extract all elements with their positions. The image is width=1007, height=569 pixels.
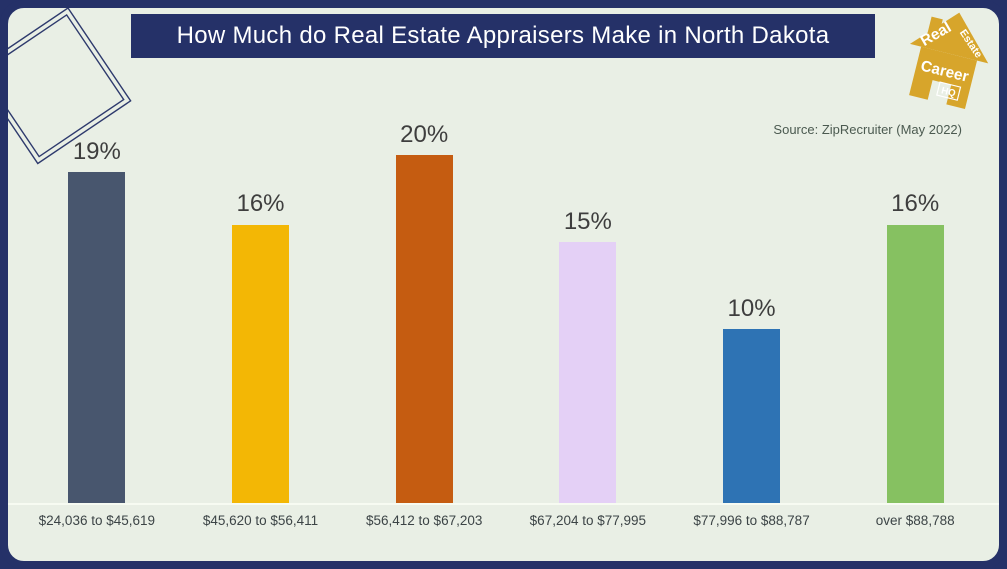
value-label: 20% bbox=[400, 120, 449, 148]
bar-column: 16% bbox=[833, 68, 997, 503]
category-label: $45,620 to $56,411 bbox=[202, 513, 319, 528]
category-label: $24,036 to $45,619 bbox=[38, 513, 156, 528]
bar-24036-45619 bbox=[68, 172, 126, 503]
category-label: over $88,788 bbox=[875, 513, 955, 528]
logo-word-hq: HQ bbox=[940, 85, 957, 99]
value-label: 16% bbox=[236, 190, 285, 218]
real-estate-career-hq-logo: Real Estate Career HQ bbox=[909, 12, 989, 110]
bar-column: 10% bbox=[670, 68, 834, 503]
bar-column: 20% bbox=[342, 68, 506, 503]
bar-column: 15% bbox=[506, 68, 670, 503]
x-axis-line bbox=[8, 503, 999, 505]
bar-over-88788 bbox=[886, 224, 944, 503]
bar-45620-56411 bbox=[232, 224, 289, 503]
value-label: 10% bbox=[727, 294, 776, 322]
house-icon bbox=[909, 12, 989, 110]
value-label: 15% bbox=[563, 207, 612, 235]
bar-column: 19% bbox=[15, 68, 179, 503]
source-note: Source: ZipRecruiter (May 2022) bbox=[773, 122, 962, 137]
category-label: $67,204 to $77,995 bbox=[529, 513, 647, 528]
category-label: $77,996 to $88,787 bbox=[693, 513, 810, 528]
bar-56412-67203 bbox=[395, 155, 453, 503]
value-label: 16% bbox=[891, 190, 940, 218]
value-label: 19% bbox=[72, 138, 121, 166]
page-title: How Much do Real Estate Appraisers Make … bbox=[131, 14, 875, 58]
bar-77996-88787 bbox=[723, 329, 781, 503]
bar-67204-77995 bbox=[559, 242, 617, 503]
bar-chart: 19% 16% 20% 15% 10% 16% bbox=[15, 68, 997, 503]
bar-column: 16% bbox=[179, 68, 343, 503]
category-labels: $24,036 to $45,619 $45,620 to $56,411 $5… bbox=[15, 513, 997, 528]
category-label: $56,412 to $67,203 bbox=[366, 513, 483, 528]
